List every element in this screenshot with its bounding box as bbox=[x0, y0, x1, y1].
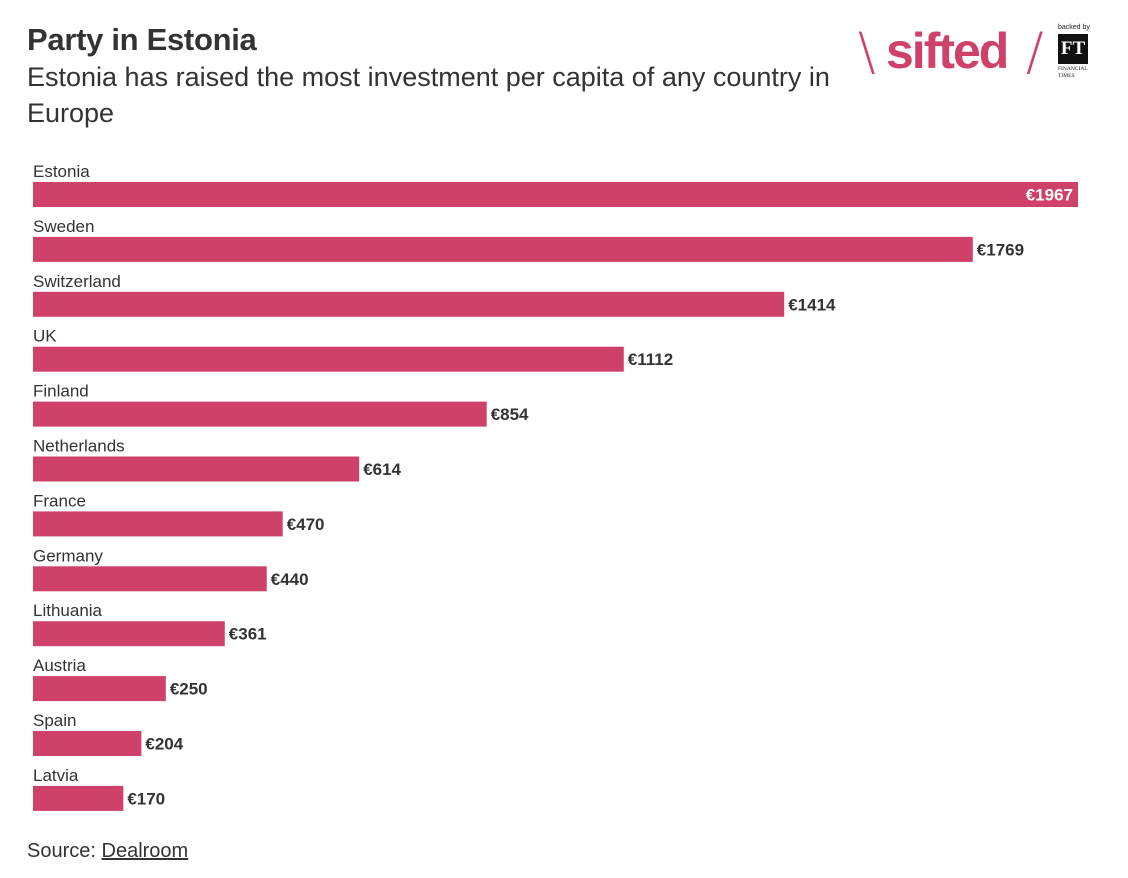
category-label-netherlands: Netherlands bbox=[33, 437, 125, 456]
bar-france[interactable] bbox=[33, 511, 283, 537]
logo-slash-right: / bbox=[1026, 22, 1044, 82]
value-label-switzerland: €1414 bbox=[788, 295, 836, 314]
ft-mark: FT bbox=[1058, 34, 1088, 64]
source-label: Source: bbox=[27, 840, 96, 862]
bar-austria[interactable] bbox=[33, 676, 166, 702]
bar-finland[interactable] bbox=[33, 401, 487, 427]
category-label-sweden: Sweden bbox=[33, 217, 94, 236]
value-label-latvia: €170 bbox=[127, 789, 165, 808]
value-label-spain: €204 bbox=[145, 735, 183, 754]
bar-switzerland[interactable] bbox=[33, 291, 785, 317]
value-label-estonia: €1967 bbox=[1026, 186, 1073, 205]
ft-logo: backed by FT FINANCIAL TIMES bbox=[1056, 24, 1094, 82]
bar-uk[interactable] bbox=[33, 346, 624, 372]
chart-title: Party in Estonia bbox=[27, 22, 257, 57]
ft-backed-by: backed by bbox=[1058, 24, 1090, 31]
bar-estonia[interactable] bbox=[33, 182, 1078, 207]
source-note: Source: Dealroom bbox=[27, 840, 188, 863]
category-label-switzerland: Switzerland bbox=[33, 272, 121, 291]
value-label-lithuania: €361 bbox=[229, 625, 267, 644]
logo-slash-left: \ bbox=[858, 22, 876, 82]
category-label-latvia: Latvia bbox=[33, 766, 79, 785]
value-label-sweden: €1769 bbox=[977, 240, 1024, 259]
category-label-finland: Finland bbox=[33, 382, 89, 401]
value-label-netherlands: €614 bbox=[363, 460, 401, 479]
value-label-uk: €1112 bbox=[628, 350, 673, 369]
value-label-finland: €854 bbox=[491, 405, 529, 424]
bar-sweden[interactable] bbox=[33, 236, 973, 262]
category-label-spain: Spain bbox=[33, 711, 76, 730]
chart-subtitle: Estonia has raised the most investment p… bbox=[27, 62, 830, 128]
sifted-wordmark: sifted bbox=[886, 23, 1009, 79]
category-label-uk: UK bbox=[33, 327, 57, 346]
value-label-germany: €440 bbox=[271, 570, 309, 589]
category-label-austria: Austria bbox=[33, 656, 86, 675]
ft-name: FINANCIAL TIMES bbox=[1058, 66, 1088, 79]
bar-netherlands[interactable] bbox=[33, 456, 360, 482]
value-label-france: €470 bbox=[287, 515, 325, 534]
bar-spain[interactable] bbox=[33, 731, 142, 756]
category-label-france: France bbox=[33, 491, 86, 510]
bar-lithuania[interactable] bbox=[33, 621, 225, 647]
bar-germany[interactable] bbox=[33, 566, 267, 592]
source-link[interactable]: Dealroom bbox=[101, 840, 189, 862]
category-label-estonia: Estonia bbox=[33, 162, 90, 181]
category-label-germany: Germany bbox=[33, 546, 103, 565]
category-label-lithuania: Lithuania bbox=[33, 601, 103, 620]
value-label-austria: €250 bbox=[170, 680, 208, 699]
sifted-logo[interactable]: \ sifted / backed by FT FINANCIAL TIMES bbox=[858, 24, 1098, 86]
bar-latvia[interactable] bbox=[33, 785, 124, 811]
